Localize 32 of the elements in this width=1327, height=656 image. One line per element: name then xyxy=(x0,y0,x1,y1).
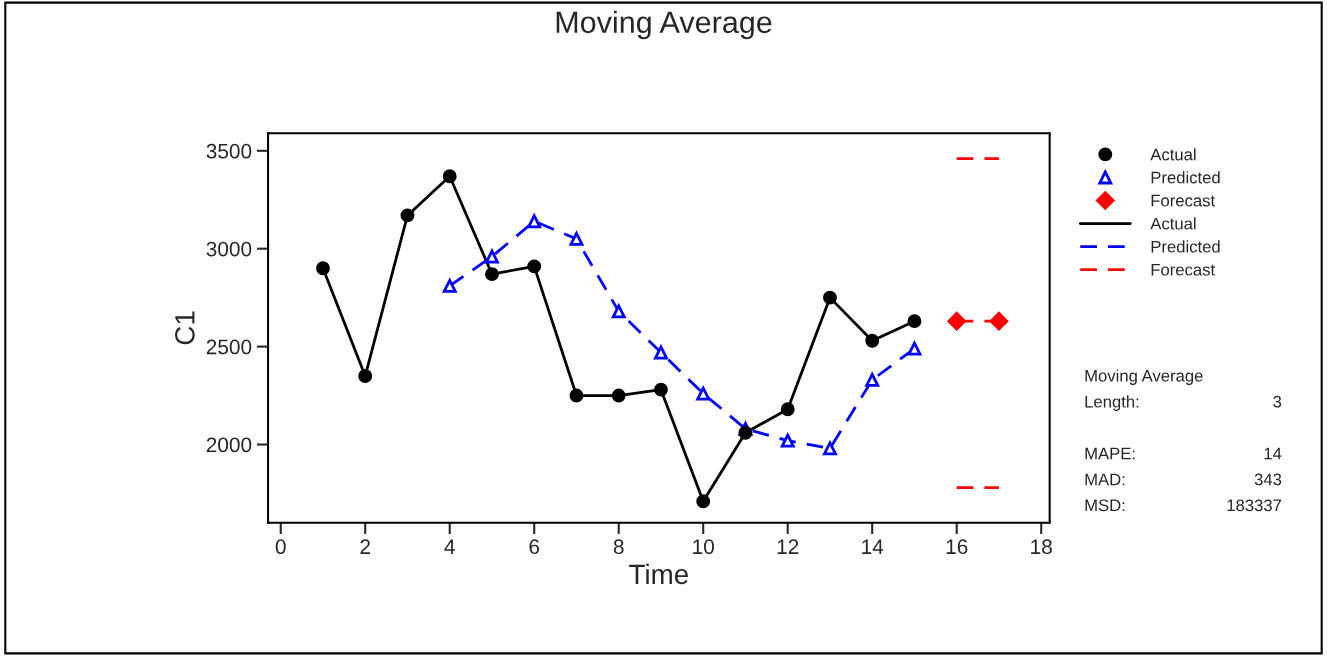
x-tick-label: 10 xyxy=(693,539,714,555)
x-tick-label: 6 xyxy=(529,539,540,555)
x-tick-label: 2 xyxy=(360,539,370,554)
x-tick-label: 16 xyxy=(946,539,968,555)
x-tick-label: 14 xyxy=(862,539,884,554)
text: Predicted xyxy=(1151,171,1220,184)
text: MSD: xyxy=(1085,499,1125,512)
chart-title: Moving Average xyxy=(556,10,772,40)
text: Length: xyxy=(1085,395,1139,411)
x-tick-label: 0 xyxy=(275,539,286,555)
text: Actual xyxy=(1150,148,1196,161)
x-tick-label: 12 xyxy=(777,539,799,554)
text: Moving Average xyxy=(1085,369,1203,385)
legend-label: Predicted xyxy=(1151,240,1220,253)
y-tick-label: 3500 xyxy=(206,143,252,159)
text: MAD: xyxy=(1085,473,1125,486)
text: 343 xyxy=(1254,473,1282,486)
y-tick-label: 2000 xyxy=(206,437,252,453)
x-axis-title: Time xyxy=(629,563,688,585)
text: MAPE: xyxy=(1085,447,1135,460)
x-tick-label: 4 xyxy=(444,539,455,554)
legend-label: Forecast xyxy=(1151,263,1215,276)
text: 3 xyxy=(1273,395,1282,408)
y-tick-label: 2500 xyxy=(206,339,252,355)
y-tick-label: 3000 xyxy=(206,241,252,257)
text: 14 xyxy=(1264,447,1282,460)
text: 183337 xyxy=(1227,499,1282,512)
x-tick-label: 18 xyxy=(1031,539,1052,555)
x-tick-label: 8 xyxy=(613,539,624,555)
y-axis-title: C1 xyxy=(175,311,195,345)
text: Forecast xyxy=(1151,194,1215,207)
legend-label: Actual xyxy=(1150,217,1196,230)
